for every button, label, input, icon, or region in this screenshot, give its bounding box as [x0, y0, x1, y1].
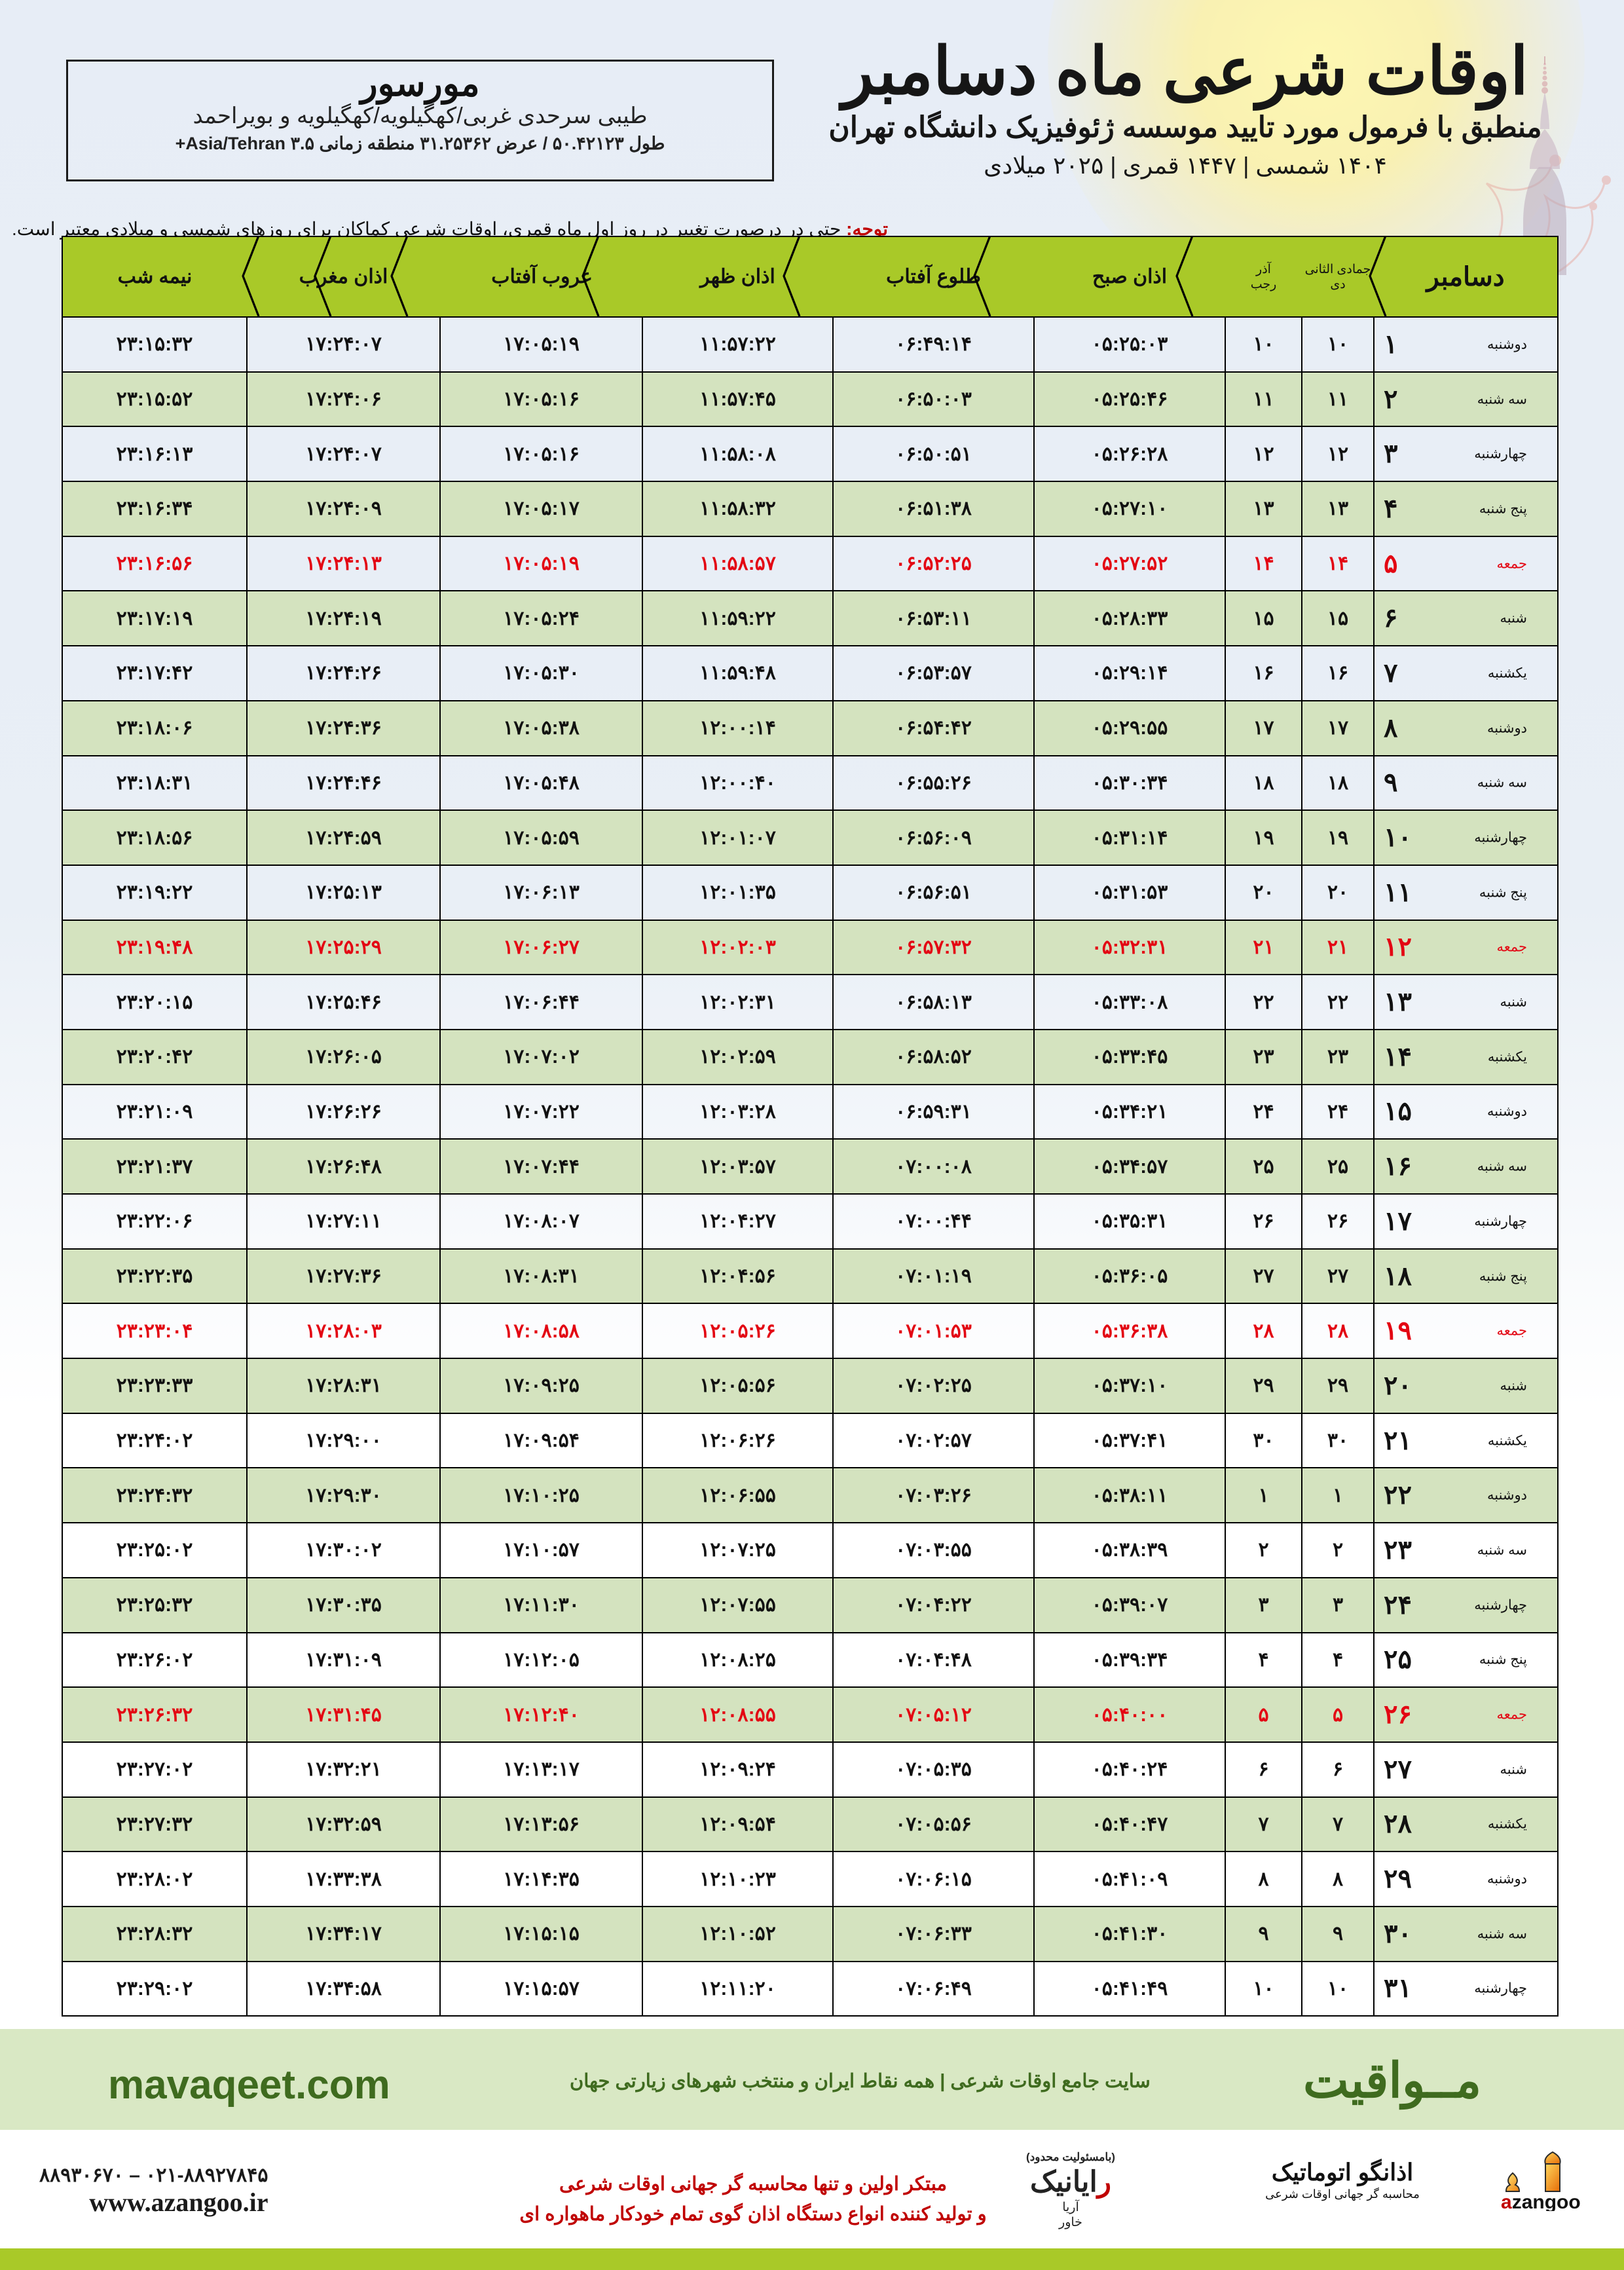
- svg-text:azangoo: azangoo: [1501, 2191, 1581, 2211]
